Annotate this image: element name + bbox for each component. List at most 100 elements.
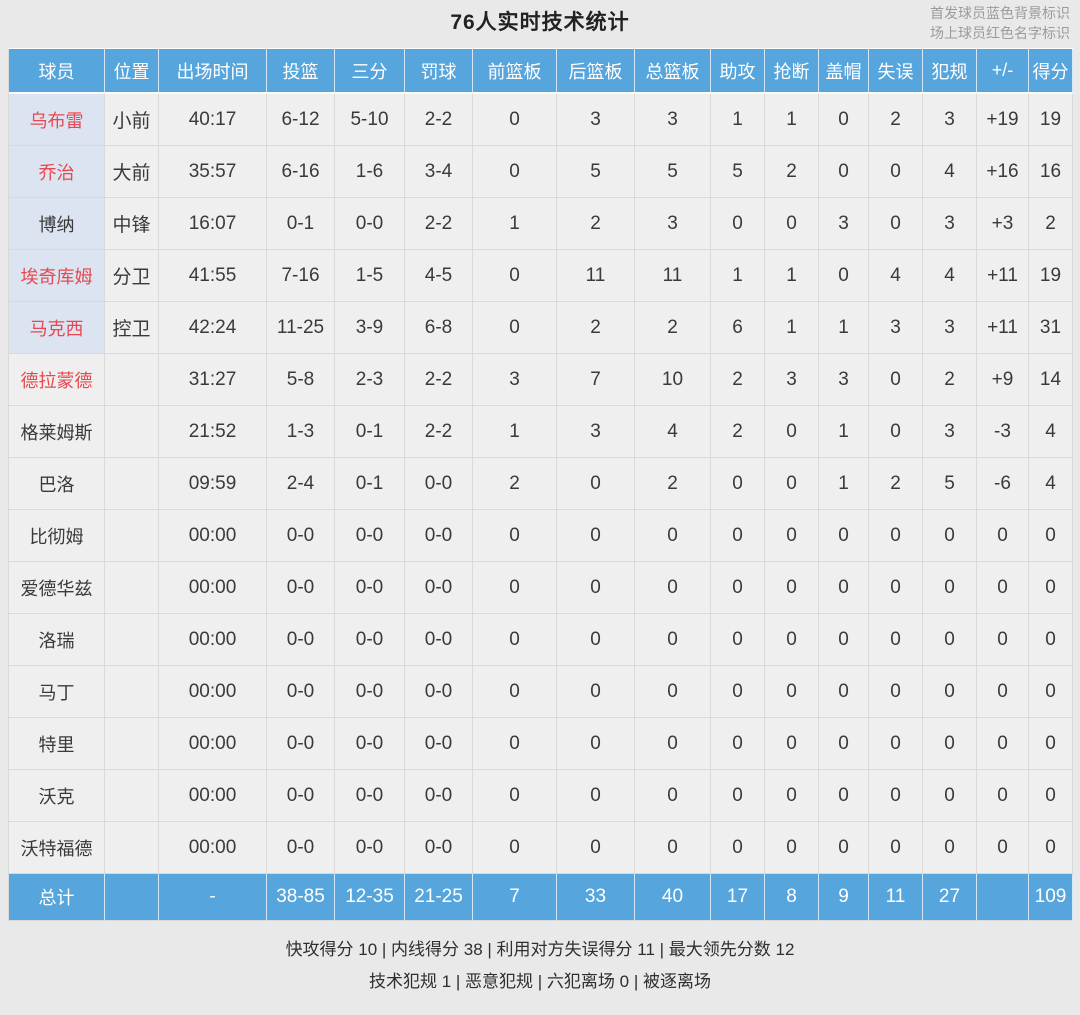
total-position-cell <box>105 874 159 921</box>
player-position-cell: 控卫 <box>105 302 159 354</box>
player-name: 沃克 <box>38 786 75 807</box>
stat-cell: 5 <box>923 458 977 510</box>
player-name-cell: 洛瑞 <box>9 614 105 666</box>
stat-cell: 2-2 <box>405 94 473 146</box>
column-header: 后篮板 <box>557 49 635 94</box>
stat-cell: 6-8 <box>405 302 473 354</box>
stat-cell: 0 <box>977 822 1029 874</box>
stat-cell: 0 <box>765 458 819 510</box>
stat-cell: 1 <box>711 94 765 146</box>
column-header: 投篮 <box>267 49 335 94</box>
stat-cell: 2 <box>869 94 923 146</box>
player-name: 比彻姆 <box>29 526 84 547</box>
column-header: +/- <box>977 49 1029 94</box>
stat-cell: 0-0 <box>335 718 405 770</box>
stat-cell: 0 <box>765 770 819 822</box>
player-name-cell: 沃特福德 <box>9 822 105 874</box>
stat-cell: 0 <box>923 614 977 666</box>
legend-starter-note: 首发球员蓝色背景标识 <box>930 5 1070 21</box>
stat-cell: 0 <box>473 770 557 822</box>
total-stat-cell: 9 <box>819 874 869 921</box>
stat-cell: 00:00 <box>159 770 267 822</box>
stat-cell: 5-8 <box>267 354 335 406</box>
stat-cell: 1 <box>765 94 819 146</box>
stat-cell: 0 <box>819 718 869 770</box>
stat-cell: 00:00 <box>159 666 267 718</box>
player-row: 格莱姆斯 21:52 1-3 0-1 2-2 1 3 4 2 0 1 0 3 -3 4 <box>9 406 1073 458</box>
stat-cell: 0 <box>869 614 923 666</box>
stat-cell: 3 <box>765 354 819 406</box>
stat-cell: 0 <box>869 146 923 198</box>
stat-cell: 0 <box>473 822 557 874</box>
stat-cell: 0 <box>711 510 765 562</box>
player-position-cell <box>105 354 159 406</box>
stat-cell: 0 <box>473 302 557 354</box>
stat-cell: 0 <box>923 510 977 562</box>
stat-cell: 0-1 <box>335 458 405 510</box>
stat-cell: -3 <box>977 406 1029 458</box>
stat-cell: 3 <box>869 302 923 354</box>
stat-cell: 0 <box>819 94 869 146</box>
column-header: 失误 <box>869 49 923 94</box>
player-name: 马克西 <box>29 318 84 339</box>
stat-cell: 4 <box>1029 406 1073 458</box>
player-name-cell: 埃奇库姆 <box>9 250 105 302</box>
stat-cell: 3 <box>635 198 711 250</box>
total-stat-cell: 21-25 <box>405 874 473 921</box>
total-row: 总计 -38-85 12-35 21-25 7 33 40 17 8 9 11 27 109 <box>9 874 1073 921</box>
player-position-cell <box>105 822 159 874</box>
stat-cell: 0 <box>869 198 923 250</box>
stat-cell: 0 <box>473 666 557 718</box>
stat-cell: 0-0 <box>267 510 335 562</box>
stat-cell: 3 <box>923 406 977 458</box>
stat-cell: 0 <box>473 562 557 614</box>
stat-cell: 0 <box>819 666 869 718</box>
stat-cell: 2 <box>711 354 765 406</box>
stat-cell: +19 <box>977 94 1029 146</box>
stat-cell: 0 <box>869 822 923 874</box>
legend: 首发球员蓝色背景标识 场上球员红色名字标识 <box>930 3 1070 43</box>
footer-line-fouls: 技术犯规 1 | 恶意犯规 | 六犯离场 0 | 被逐离场 <box>369 972 711 991</box>
stat-cell: 0 <box>765 666 819 718</box>
stat-cell: 0 <box>1029 822 1073 874</box>
stat-cell: 5 <box>711 146 765 198</box>
stat-cell: 31 <box>1029 302 1073 354</box>
stat-cell: 11 <box>635 250 711 302</box>
stat-cell: +16 <box>977 146 1029 198</box>
total-label-cell: 总计 <box>9 874 105 921</box>
stat-cell: 0-0 <box>335 614 405 666</box>
stat-cell: 0 <box>977 666 1029 718</box>
stat-cell: 0 <box>923 770 977 822</box>
stat-cell: 2-2 <box>405 406 473 458</box>
stat-cell: 4 <box>923 250 977 302</box>
stat-cell: 4 <box>635 406 711 458</box>
stat-cell: 0 <box>711 718 765 770</box>
stat-cell: 0 <box>557 510 635 562</box>
stat-cell: 3-4 <box>405 146 473 198</box>
player-row: 比彻姆 00:00 0-0 0-0 0-0 0 0 0 0 0 0 0 0 0 0 <box>9 510 1073 562</box>
player-position-cell: 大前 <box>105 146 159 198</box>
stat-cell: 0 <box>977 614 1029 666</box>
player-position-cell <box>105 510 159 562</box>
total-stat-cell: 12-35 <box>335 874 405 921</box>
stat-cell: 0 <box>1029 770 1073 822</box>
player-row: 德拉蒙德 31:27 5-8 2-3 2-2 3 7 10 2 3 3 0 2 +9 14 <box>9 354 1073 406</box>
stat-cell: 3-9 <box>335 302 405 354</box>
total-stat-cell: 7 <box>473 874 557 921</box>
stat-cell: 0-0 <box>405 770 473 822</box>
player-position-cell <box>105 458 159 510</box>
stat-cell: 0 <box>557 458 635 510</box>
table-body: 乌布雷 小前 40:17 6-12 5-10 2-2 0 3 3 1 1 0 2 3 +19 19 乔治 大前 35… <box>9 94 1073 921</box>
column-header: 出场时间 <box>159 49 267 94</box>
player-name: 洛瑞 <box>38 630 75 651</box>
player-name-cell: 特里 <box>9 718 105 770</box>
column-header: 抢断 <box>765 49 819 94</box>
legend-oncourt-note: 场上球员红色名字标识 <box>930 25 1070 41</box>
stat-cell: 0 <box>473 718 557 770</box>
stat-cell: 09:59 <box>159 458 267 510</box>
stat-cell: 2 <box>1029 198 1073 250</box>
player-name-cell: 博纳 <box>9 198 105 250</box>
player-name-cell: 乔治 <box>9 146 105 198</box>
footer-line-scoring: 快攻得分 10 | 内线得分 38 | 利用对方失误得分 11 | 最大领先分数… <box>285 940 795 959</box>
player-name: 特里 <box>38 734 75 755</box>
